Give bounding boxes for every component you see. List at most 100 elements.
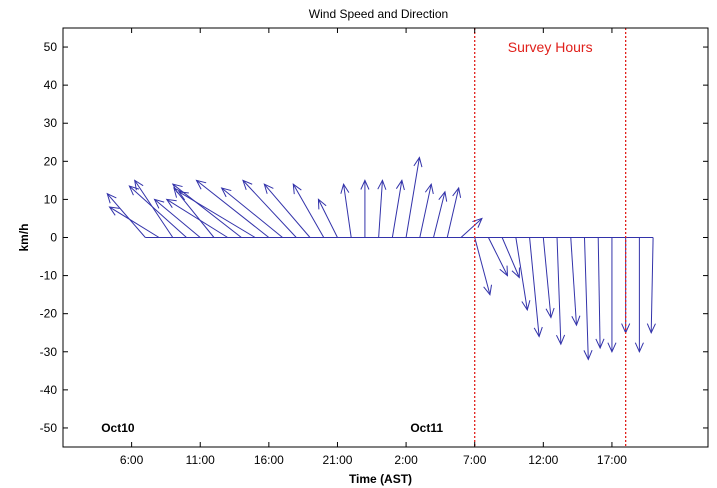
wind-vector-head	[583, 349, 593, 361]
wind-vector	[165, 198, 228, 238]
wind-vector	[433, 190, 448, 238]
x-tick-label: 7:00	[463, 453, 487, 467]
wind-vector-shaft	[391, 180, 403, 238]
wind-vector-shaft	[106, 193, 146, 238]
x-tick-label: 12:00	[528, 453, 558, 467]
wind-vector-head	[153, 198, 165, 209]
wind-vector	[583, 237, 593, 361]
wind-vector	[173, 187, 215, 238]
wind-vector-shaft	[109, 206, 160, 238]
wind-vector-head	[173, 187, 184, 198]
wind-vector-head	[511, 267, 520, 279]
y-tick-label: 10	[44, 192, 58, 206]
wind-vector-head	[413, 156, 423, 168]
wind-vector-head	[634, 342, 644, 353]
wind-vector-shaft	[446, 187, 460, 238]
y-tick-label: 30	[44, 116, 58, 130]
date-annotation: Oct11	[410, 421, 443, 435]
wind-vector-head	[195, 179, 207, 190]
wind-vector	[153, 198, 201, 238]
arrow-layer	[106, 156, 656, 361]
y-tick-label: 20	[44, 154, 58, 168]
wind-vector-head	[317, 198, 327, 210]
wind-vector	[446, 186, 462, 238]
wind-vector-shaft	[515, 237, 528, 310]
survey-hours-label: Survey Hours	[508, 39, 593, 55]
wind-vector-head	[108, 206, 120, 216]
x-axis-title: Time (AST)	[349, 472, 412, 486]
wind-vector	[128, 185, 187, 238]
x-tick-label: 16:00	[254, 453, 284, 467]
wind-vector	[292, 183, 325, 238]
wind-vector	[501, 237, 520, 279]
wind-vector	[108, 206, 160, 238]
wind-vector-shaft	[501, 237, 520, 278]
wind-vector-head	[128, 185, 140, 196]
wind-vector-shaft	[242, 180, 297, 238]
y-tick-label: -40	[40, 383, 58, 397]
wind-vector-shaft	[487, 237, 508, 276]
date-annotation: Oct10	[101, 421, 135, 435]
wind-vector-head	[533, 326, 543, 338]
wind-vector-shaft	[542, 237, 552, 318]
wind-vector	[487, 237, 509, 277]
wind-vector-shaft	[460, 218, 483, 238]
wind-vector	[515, 237, 531, 312]
wind-vector-head	[499, 265, 509, 277]
wind-vector-head	[395, 179, 405, 191]
wind-vector	[177, 191, 256, 238]
wind-vector	[195, 179, 270, 238]
wind-vector	[607, 237, 617, 353]
wind-vector-head	[340, 182, 350, 194]
wind-vector-head	[595, 338, 605, 350]
wind-vector	[542, 237, 555, 319]
wind-vector-head	[472, 217, 483, 228]
wind-vector	[106, 192, 146, 238]
x-tick-label: 6:00	[120, 453, 144, 467]
wind-vector-shaft	[597, 237, 601, 348]
wind-vector-shaft	[154, 199, 201, 238]
wind-vector-head	[556, 334, 566, 346]
y-tick-label: 0	[50, 231, 57, 245]
wind-vector-shaft	[378, 180, 383, 238]
wind-vector-head	[545, 307, 555, 319]
wind-vector	[360, 179, 370, 238]
wind-vector	[419, 182, 434, 238]
wind-vector-shaft	[529, 237, 540, 337]
wind-vector-head	[377, 179, 387, 190]
wind-vector-head	[360, 179, 370, 190]
wind-vector	[317, 198, 338, 238]
wind-vector	[405, 156, 423, 238]
tick-layer: 50 40 30 20 10 0 -10 -20 -30 -40 -50 6:00 11:00 16:00…	[40, 28, 708, 467]
wind-vector	[474, 237, 493, 296]
wind-vector-shaft	[129, 185, 187, 238]
wind-vector-head	[242, 179, 253, 190]
wind-vector-shaft	[173, 187, 215, 238]
wind-vector-head	[106, 192, 117, 204]
wind-vector-head	[171, 183, 183, 194]
wind-vector-head	[165, 198, 177, 208]
wind-vector	[646, 237, 656, 334]
wind-vector-head	[263, 183, 274, 194]
wind-vector-head	[521, 300, 531, 312]
wind-vector	[391, 179, 405, 238]
wind-vector-shaft	[343, 184, 352, 238]
wind-vector-shaft	[433, 191, 446, 238]
wind-vector-shaft	[221, 187, 283, 238]
y-tick-label: -20	[40, 307, 58, 321]
x-tick-label: 2:00	[394, 453, 418, 467]
wind-vector-shaft	[570, 237, 577, 326]
wind-vector-shaft	[556, 237, 562, 345]
wind-vector-head	[571, 315, 581, 327]
wind-vector-head	[177, 191, 189, 201]
wind-vector	[220, 187, 283, 238]
wind-vector-shaft	[134, 180, 174, 238]
wind-vector-shaft	[583, 237, 589, 360]
wind-vector-head	[646, 323, 656, 334]
wind-vector-shaft	[172, 183, 242, 238]
chart-title: Wind Speed and Direction	[309, 7, 448, 21]
wind-vector-shaft	[166, 198, 228, 238]
wind-vector-head	[134, 179, 144, 191]
wind-vector	[171, 183, 242, 238]
